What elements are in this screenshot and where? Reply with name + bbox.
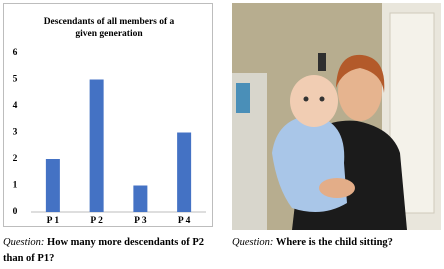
caption: Question: Where is the child sitting? xyxy=(232,235,444,251)
chart-title: Descendants of all members of a given ge… xyxy=(43,17,175,39)
y-tick-label: 1 xyxy=(13,181,18,191)
x-tick-label: P 1 xyxy=(47,216,60,226)
bar xyxy=(133,185,148,212)
bar xyxy=(45,159,60,212)
caption-label: Question: xyxy=(232,237,274,248)
bar xyxy=(177,132,192,212)
chart-panel: 0 1 2 3 4 5 6 P 1 P 2 P 3 P 4 Descendants of all m… xyxy=(3,3,213,227)
x-tick-label: P 3 xyxy=(134,216,147,226)
y-tick-label: 6 xyxy=(13,48,18,58)
caption-text: How many more descendants of P2 than of … xyxy=(3,237,205,264)
caption: Question: How many more descendants of P… xyxy=(3,235,217,267)
bar xyxy=(89,79,104,212)
y-tick-label: 3 xyxy=(13,128,18,138)
x-tick-label: P 4 xyxy=(178,216,191,226)
photo xyxy=(232,3,441,230)
y-tick-label: 4 xyxy=(13,101,18,111)
y-tick-label: 2 xyxy=(13,154,18,164)
y-tick-label: 5 xyxy=(13,75,18,85)
chart: 0 1 2 3 4 5 6 P 1 P 2 P 3 P 4 xyxy=(13,48,206,226)
x-tick-label: P 2 xyxy=(90,216,103,226)
caption-text: Where is the child sitting? xyxy=(275,237,393,248)
y-tick-label: 0 xyxy=(13,207,18,217)
caption-label: Question: xyxy=(3,237,45,248)
